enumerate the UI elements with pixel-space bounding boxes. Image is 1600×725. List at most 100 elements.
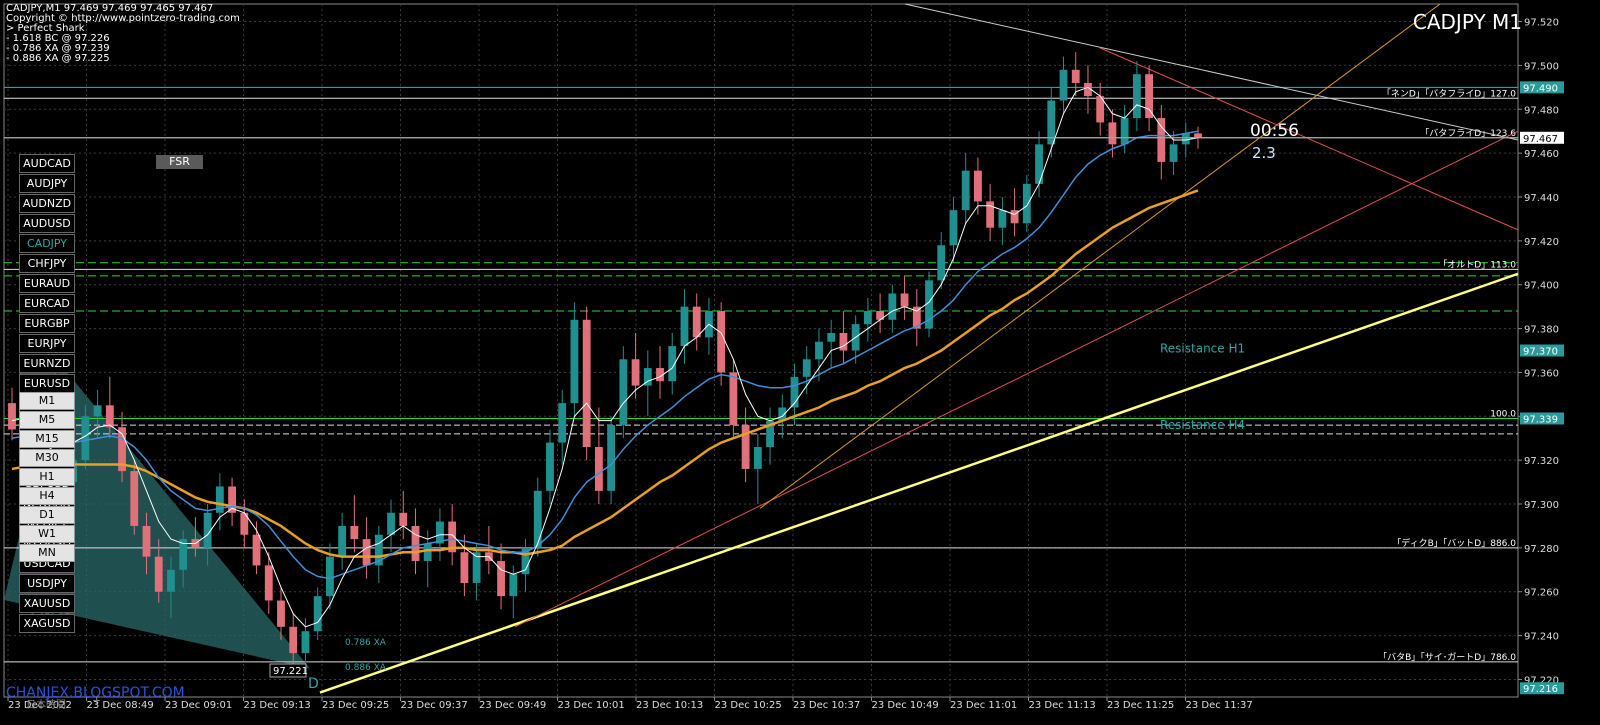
candle-body bbox=[1157, 118, 1166, 162]
plot-frame bbox=[3, 3, 1519, 698]
candle-body bbox=[252, 534, 261, 566]
candle-body bbox=[1145, 74, 1154, 119]
candle-body bbox=[1022, 183, 1031, 224]
level-label: 「オルトD」113.0 bbox=[1438, 259, 1516, 270]
y-tick-label: 97.260 bbox=[1524, 588, 1559, 599]
timeframe-button-m30[interactable]: M30 bbox=[19, 449, 75, 467]
timeframe-button-d1[interactable]: D1 bbox=[19, 506, 75, 524]
symbol-button-audnzd[interactable]: AUDNZD bbox=[19, 194, 75, 213]
symbol-button-euraud[interactable]: EURAUD bbox=[19, 274, 75, 293]
x-tick-label: 23 Dec 11:25 bbox=[1107, 700, 1174, 711]
y-tick-label: 97.220 bbox=[1524, 675, 1559, 686]
symbol-button-cadjpy[interactable]: CADJPY bbox=[19, 234, 75, 253]
resistance-trendline bbox=[904, 3, 1519, 141]
candle-body bbox=[1194, 133, 1202, 138]
price-tag-label: 97.216 bbox=[1523, 684, 1558, 695]
candle-body bbox=[411, 525, 420, 562]
timeframe-button-w1[interactable]: W1 bbox=[19, 525, 75, 543]
watermark-text: CHANJEX.BLOGSPOT.COM bbox=[6, 685, 185, 701]
symbol-button-audcad[interactable]: AUDCAD bbox=[19, 154, 75, 173]
candle-body bbox=[472, 552, 481, 583]
price-tag-label: 97.490 bbox=[1523, 83, 1558, 94]
timeframe-button-h4[interactable]: H4 bbox=[19, 487, 75, 505]
candle-body bbox=[986, 201, 995, 228]
candle-body bbox=[937, 245, 946, 281]
x-tick-label: 23 Dec 10:37 bbox=[793, 700, 860, 711]
candle-body bbox=[533, 490, 542, 548]
candle-body bbox=[802, 359, 811, 377]
y-tick-label: 97.480 bbox=[1524, 105, 1559, 116]
ma-slow-line bbox=[11, 189, 1199, 558]
candle-body bbox=[643, 368, 652, 386]
timeframe-button-m5[interactable]: M5 bbox=[19, 411, 75, 429]
x-tick-label: 23 Dec 09:25 bbox=[322, 700, 389, 711]
fsr-button[interactable]: FSR bbox=[156, 155, 203, 169]
symbol-button-audjpy[interactable]: AUDJPY bbox=[19, 174, 75, 193]
candle-body bbox=[521, 547, 530, 575]
candle-body bbox=[1181, 133, 1190, 145]
candle-body bbox=[374, 534, 383, 566]
symbol-button-eurgbp[interactable]: EURGBP bbox=[19, 314, 75, 333]
candle-body bbox=[277, 600, 285, 627]
candle-body bbox=[497, 561, 505, 597]
candle-body bbox=[863, 311, 872, 325]
symbol-button-chfjpy[interactable]: CHFJPY bbox=[19, 254, 75, 273]
y-tick-label: 97.500 bbox=[1524, 61, 1559, 72]
zone-label: Resistance H4 bbox=[1160, 418, 1245, 432]
symbol-button-eurcad[interactable]: EURCAD bbox=[19, 294, 75, 313]
level-label: 「バタB」「サイ･ガートD」786.0 bbox=[1378, 652, 1516, 663]
candle-body bbox=[680, 306, 689, 347]
spread-value: 2.3 bbox=[1252, 144, 1276, 162]
candle-body bbox=[546, 442, 554, 491]
symbol-button-eurnzd[interactable]: EURNZD bbox=[19, 354, 75, 373]
jp-time-label: 日本時間 bbox=[26, 700, 66, 711]
candle-body bbox=[8, 403, 16, 430]
resistance-trendline-red bbox=[1099, 47, 1519, 231]
x-tick-label: 23 Dec 09:13 bbox=[244, 700, 311, 711]
symbol-button-xauusd[interactable]: XAUUSD bbox=[19, 594, 75, 613]
candle-body bbox=[815, 341, 823, 360]
candle-body bbox=[631, 359, 640, 386]
candle-body bbox=[203, 512, 212, 548]
symbol-button-eurusd[interactable]: EURUSD bbox=[19, 374, 75, 393]
candle-body bbox=[1047, 100, 1056, 145]
timeframe-button-mn[interactable]: MN bbox=[19, 544, 75, 562]
pattern-price-box bbox=[269, 663, 307, 678]
candle-body bbox=[827, 332, 836, 342]
zone-label: Resistance H1 bbox=[1160, 341, 1245, 355]
pattern-label: 97.221 bbox=[273, 666, 308, 677]
price-tag-label: 97.370 bbox=[1523, 347, 1558, 358]
candle-body bbox=[1071, 69, 1080, 83]
price-tag-label: 97.467 bbox=[1523, 134, 1558, 145]
candle-body bbox=[876, 311, 885, 320]
pattern-level-3: - 0.886 XA @ 97.225 bbox=[6, 53, 110, 64]
candle-body bbox=[558, 403, 567, 443]
candle-body bbox=[301, 631, 310, 654]
candle-body bbox=[1084, 82, 1092, 97]
support-trendline-red bbox=[514, 130, 1519, 628]
pattern-level-1: - 1.618 BC @ 97.226 bbox=[6, 33, 110, 44]
symbol-button-eurjpy[interactable]: EURJPY bbox=[19, 334, 75, 353]
candle-body bbox=[179, 539, 188, 570]
timeframe-button-grid: M1 M5 M15 M30 H1 H4 D1 W1 MN bbox=[19, 392, 131, 563]
timeframe-button-m1[interactable]: M1 bbox=[19, 392, 75, 410]
y-tick-label: 97.240 bbox=[1524, 632, 1559, 643]
symbol-button-xagusd[interactable]: XAGUSD bbox=[19, 614, 75, 633]
x-tick-label: 23 Dec 10:01 bbox=[558, 700, 625, 711]
candle-body bbox=[594, 446, 603, 491]
y-tick-label: 97.300 bbox=[1524, 500, 1559, 511]
candle-body bbox=[105, 405, 114, 428]
candle-body bbox=[1132, 74, 1141, 119]
symbol-button-usdjpy[interactable]: USDJPY bbox=[19, 574, 75, 593]
x-tick-label: 23 Dec 09:49 bbox=[479, 700, 546, 711]
symbol-button-audusd[interactable]: AUDUSD bbox=[19, 214, 75, 233]
ma-mid-line bbox=[11, 130, 1199, 580]
timeframe-button-m15[interactable]: M15 bbox=[19, 430, 75, 448]
candle-body bbox=[753, 446, 762, 469]
level-label: 100.0 bbox=[1490, 409, 1516, 419]
x-tick-label: 23 Dec 08:49 bbox=[87, 700, 154, 711]
candle-body bbox=[912, 306, 921, 329]
symbol-title: CADJPY M1 bbox=[1412, 10, 1522, 34]
timeframe-button-h1[interactable]: H1 bbox=[19, 468, 75, 486]
